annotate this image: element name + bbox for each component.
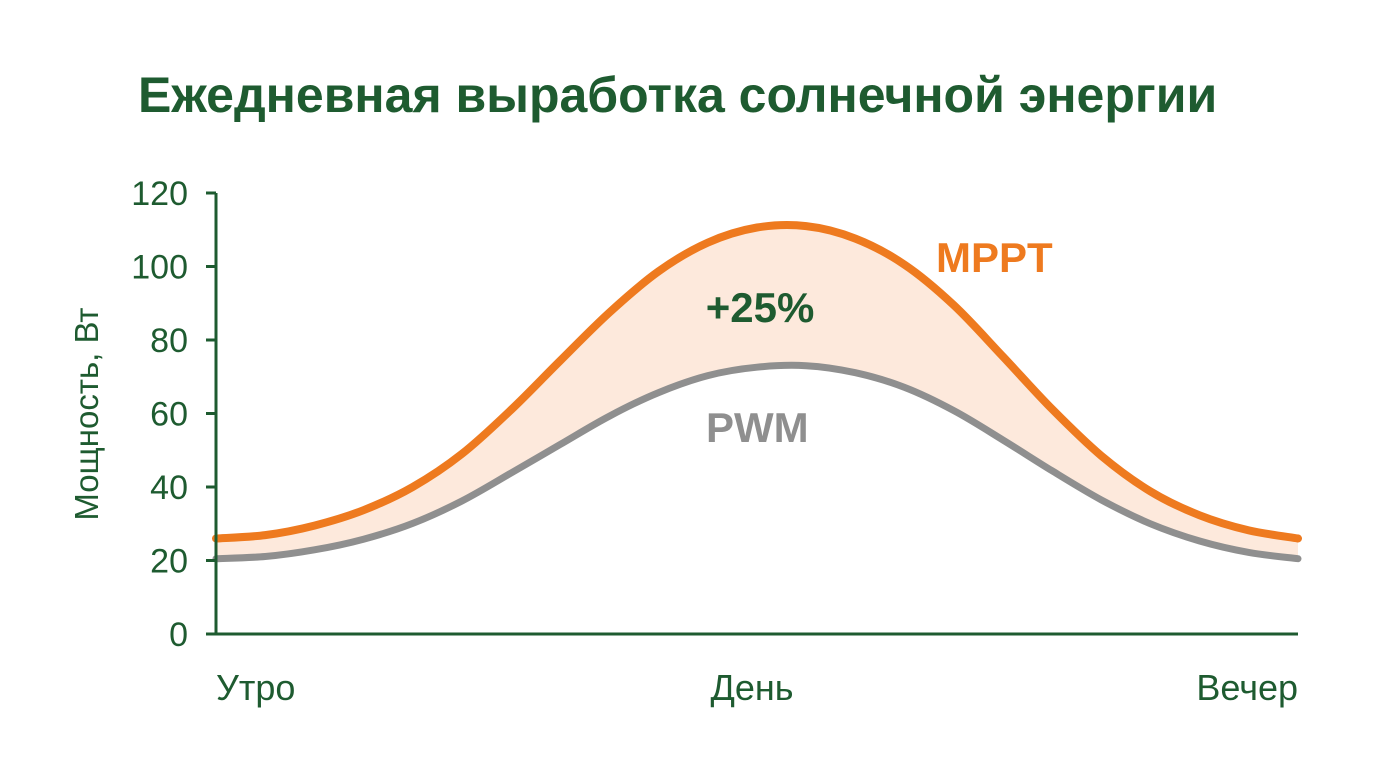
chart-title: Ежедневная выработка солнечной энергии	[138, 67, 1218, 123]
x-tick-label-evening: Вечер	[1196, 667, 1298, 708]
y-axis-title: Мощность, Вт	[68, 307, 105, 520]
y-axis-ticks: 0 20 40 60 80 100 120	[131, 175, 216, 654]
y-tick-label: 0	[169, 616, 188, 654]
improvement-area	[216, 224, 1298, 559]
y-tick-label: 120	[131, 175, 188, 213]
y-tick-label: 20	[150, 543, 188, 581]
x-tick-label-morning: Утро	[216, 667, 295, 708]
x-tick-label-day: День	[710, 667, 793, 708]
y-tick-label: 80	[150, 322, 188, 360]
series-label-pwm: PWM	[706, 404, 809, 451]
gain-annotation: +25%	[706, 284, 815, 331]
series-label-mppt: MPPT	[936, 234, 1053, 281]
series-line-mppt	[212, 220, 1302, 543]
y-tick-label: 60	[150, 396, 188, 434]
y-tick-label: 100	[131, 249, 188, 287]
series-line-pwm	[212, 361, 1302, 563]
y-tick-label: 40	[150, 469, 188, 507]
